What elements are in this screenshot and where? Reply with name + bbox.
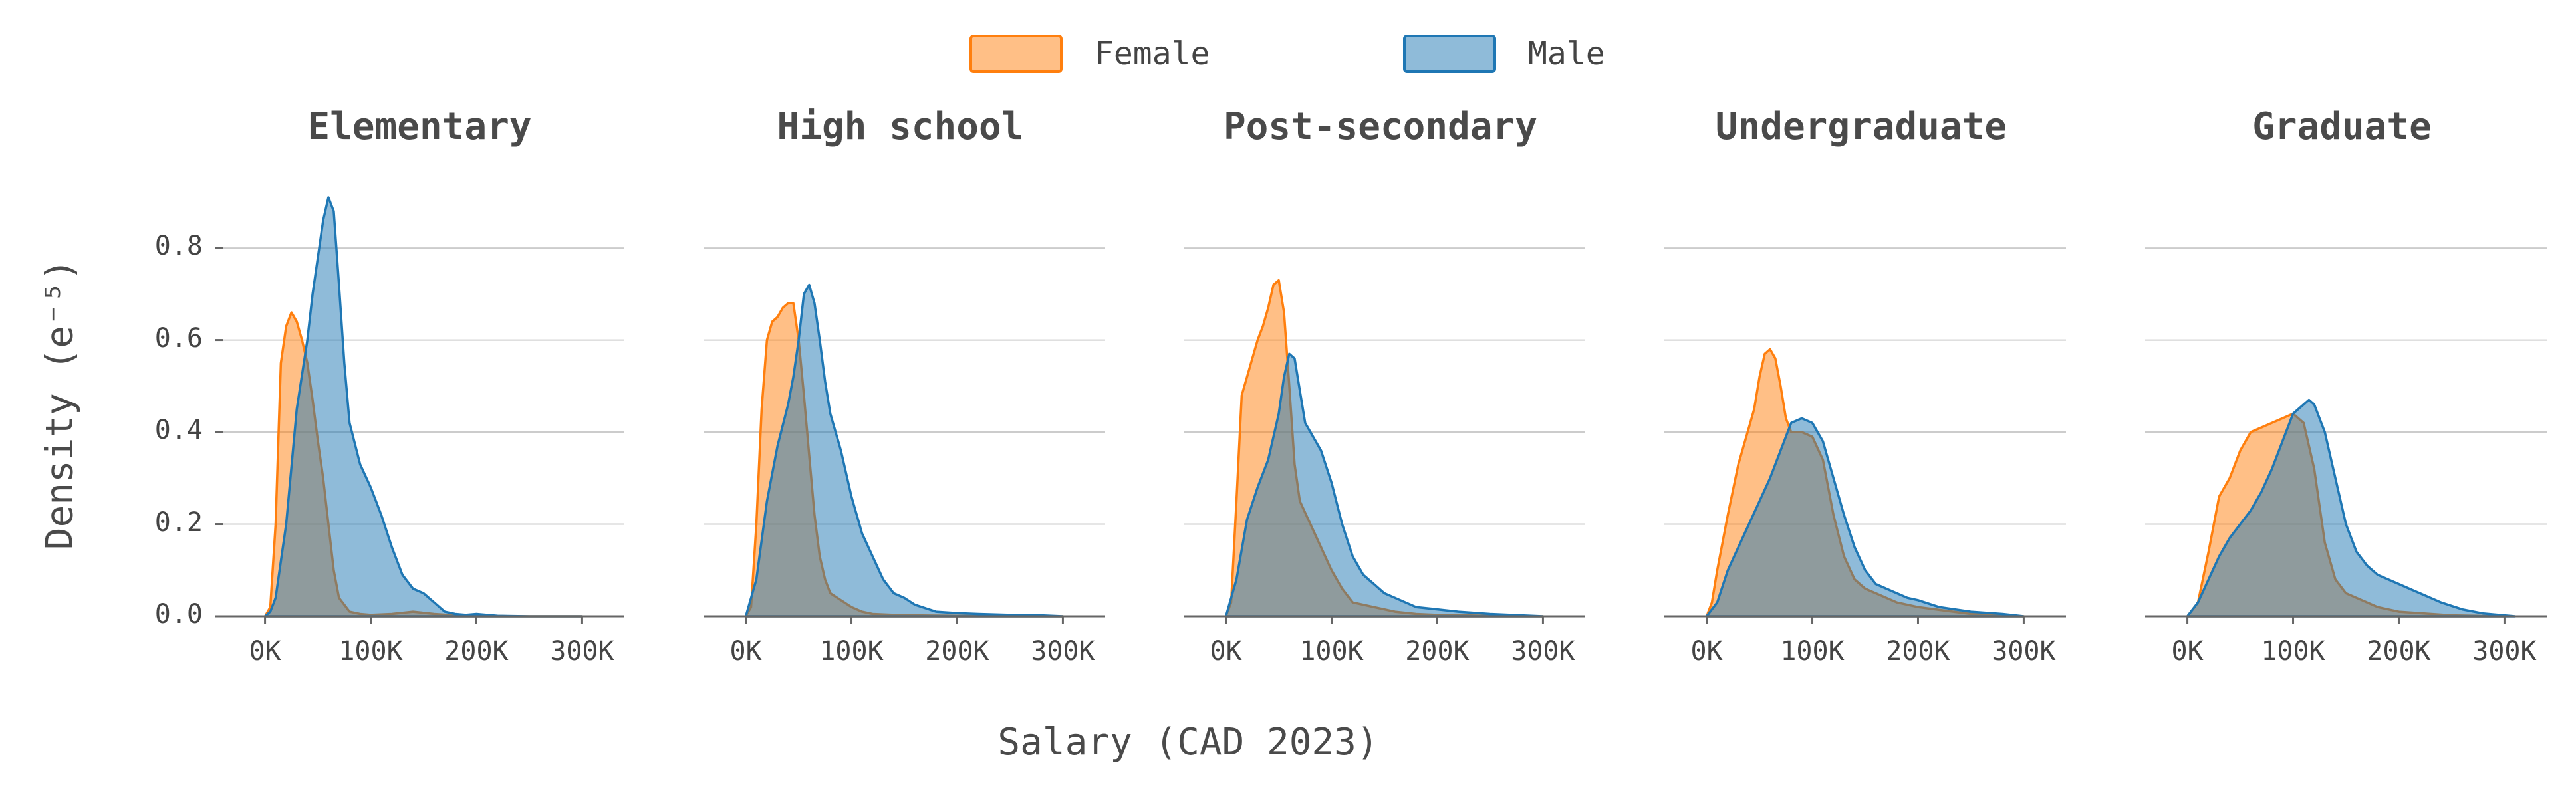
density-area-male [744, 283, 1065, 618]
x-tick-label: 100K [1299, 636, 1364, 667]
x-tick-label: 200K [2367, 636, 2431, 667]
x-tick-label: 200K [444, 636, 509, 667]
x-tick-label: 0K [2171, 636, 2204, 667]
density-area-male [263, 196, 584, 618]
x-tick-label: 100K [819, 636, 884, 667]
x-tick-label: 0K [1210, 636, 1242, 667]
legend-item-female: Female [969, 31, 1210, 77]
density-area-male [1705, 417, 2025, 618]
x-tick-label: 300K [1031, 636, 1095, 667]
y-tick-label: 0.0 [154, 599, 203, 630]
panel-0 [215, 196, 624, 624]
panel-title: Post-secondary [1223, 105, 1537, 148]
x-tick-label: 300K [1992, 636, 2056, 667]
x-tick-label: 300K [1511, 636, 1575, 667]
x-tick-label: 100K [2261, 636, 2325, 667]
y-axis-label: Density (e⁻⁵) [38, 258, 82, 550]
panel-title: Undergraduate [1715, 105, 2007, 148]
legend-swatch-male [1403, 35, 1496, 73]
legend-swatch-female [969, 35, 1063, 73]
x-tick-label: 100K [1780, 636, 1845, 667]
y-tick-label: 0.8 [154, 231, 203, 262]
x-axis-label: Salary (CAD 2023) [997, 721, 1379, 764]
panel-3 [1664, 247, 2066, 624]
panel-title: High school [777, 105, 1024, 148]
panel-1 [704, 247, 1105, 624]
x-tick-label: 0K [249, 636, 281, 667]
x-tick-label: 300K [550, 636, 614, 667]
legend-label-male: Male [1528, 35, 1605, 72]
x-tick-label: 300K [2472, 636, 2537, 667]
panel-title: Graduate [2252, 105, 2432, 148]
density-area-male [2186, 398, 2517, 618]
x-tick-label: 0K [729, 636, 762, 667]
x-tick-label: 0K [1690, 636, 1723, 667]
x-tick-label: 200K [1405, 636, 1470, 667]
legend-item-male: Male [1403, 31, 1605, 77]
panel-2 [1184, 247, 1585, 624]
legend-label-female: Female [1095, 35, 1210, 72]
x-tick-label: 200K [1886, 636, 1950, 667]
x-tick-label: 200K [925, 636, 989, 667]
y-tick-label: 0.4 [154, 415, 203, 446]
density-area-male [1224, 352, 1545, 618]
y-tick-label: 0.2 [154, 507, 203, 538]
panel-title: Elementary [307, 105, 532, 148]
y-tick-label: 0.6 [154, 322, 203, 354]
x-tick-label: 100K [338, 636, 403, 667]
legend: Female Male [0, 31, 2576, 77]
panel-4 [2145, 247, 2547, 624]
